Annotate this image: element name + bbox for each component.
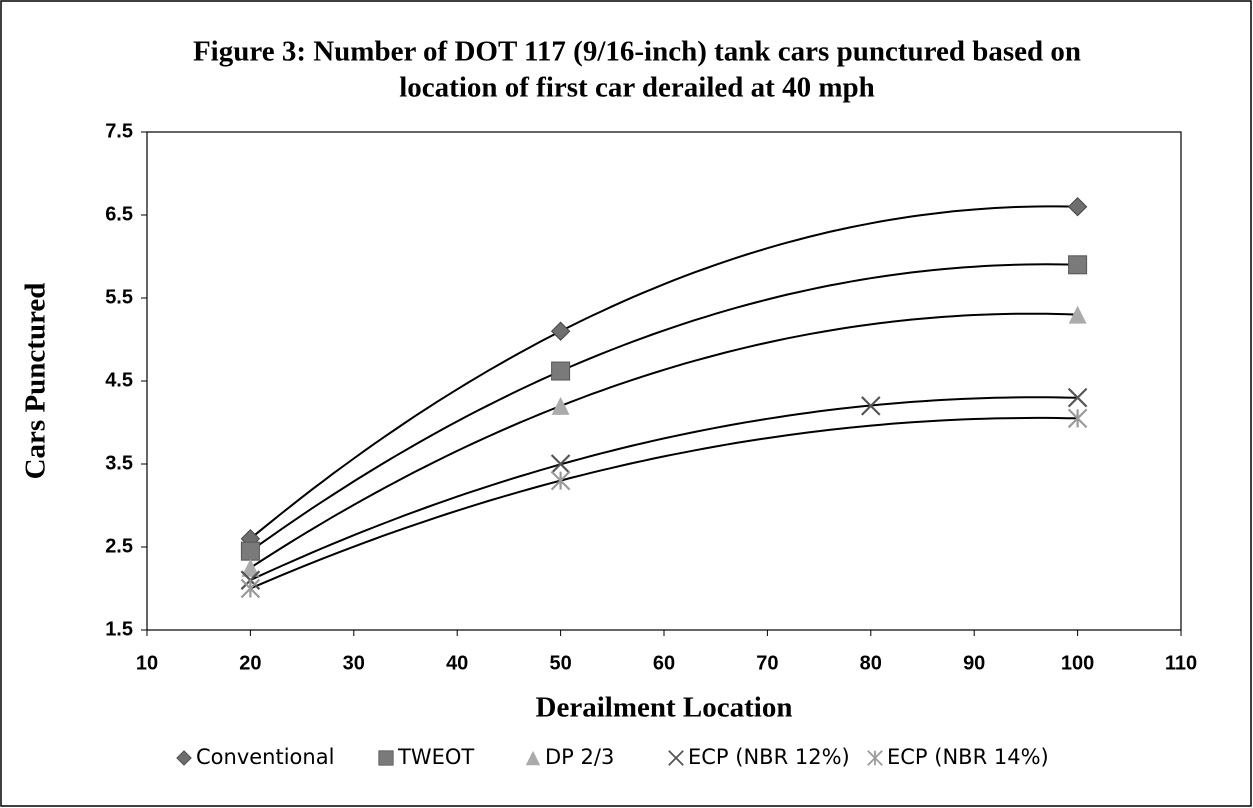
legend-label: DP 2/3 — [545, 745, 614, 769]
marker — [1067, 196, 1088, 217]
square — [1068, 255, 1088, 275]
marker — [1067, 387, 1088, 408]
asterisk — [550, 470, 571, 491]
trendline — [249, 312, 1078, 569]
y-tick-label: 2.5 — [105, 535, 133, 557]
triangle — [241, 558, 260, 577]
cross — [668, 750, 684, 766]
marker — [241, 558, 260, 577]
x-axis-label: Derailment Location — [536, 692, 793, 724]
marker — [1067, 408, 1088, 429]
diamond — [1067, 196, 1088, 217]
triangle — [551, 396, 570, 415]
marker — [240, 578, 261, 599]
legend-marker — [176, 750, 192, 766]
chart-title: location of first car derailed at 40 mph — [399, 72, 874, 104]
legend-marker — [378, 750, 394, 766]
square — [378, 750, 394, 766]
legend-marker — [525, 750, 541, 766]
legend-label: ECP (NBR 12%) — [688, 745, 850, 769]
x-tick-label: 40 — [446, 652, 468, 674]
x-tick-label: 30 — [343, 652, 365, 674]
cross — [861, 396, 881, 416]
triangle — [525, 750, 541, 766]
diamond — [550, 321, 571, 341]
y-tick-label: 7.5 — [105, 120, 133, 142]
triangle — [1068, 305, 1087, 324]
marker — [550, 454, 571, 474]
asterisk — [1067, 408, 1088, 429]
legend-label: TWEOT — [397, 745, 474, 769]
marker — [1068, 305, 1087, 324]
x-tick-label: 90 — [963, 652, 985, 674]
trendline — [249, 396, 1078, 582]
legend-label: ECP (NBR 14%) — [887, 745, 1049, 769]
x-tick-label: 80 — [860, 652, 882, 674]
x-tick-label: 10 — [136, 652, 158, 674]
marker — [551, 396, 570, 415]
y-tick-label: 6.5 — [105, 203, 133, 225]
diamond — [176, 750, 192, 766]
legend-marker — [668, 750, 684, 766]
trendline — [249, 205, 1078, 540]
marker — [1068, 255, 1088, 275]
y-axis-label: Cars Punctured — [20, 283, 52, 480]
marker — [550, 321, 571, 341]
y-tick-label: 4.5 — [105, 369, 133, 391]
cross — [1067, 387, 1088, 408]
marker — [240, 541, 260, 561]
legend-label: Conventional — [196, 745, 334, 769]
x-tick-label: 110 — [1165, 652, 1197, 674]
x-tick-label: 100 — [1061, 652, 1094, 674]
x-tick-label: 60 — [653, 652, 675, 674]
x-tick-label: 20 — [239, 652, 261, 674]
y-tick-label: 1.5 — [105, 618, 133, 640]
legend-marker — [867, 750, 883, 766]
marker — [551, 361, 571, 381]
trendline — [249, 263, 1078, 552]
x-tick-label: 50 — [549, 652, 571, 674]
asterisk — [867, 750, 883, 766]
y-tick-label: 5.5 — [105, 286, 133, 308]
asterisk — [240, 578, 261, 599]
trendline — [250, 416, 1078, 590]
y-tick-label: 3.5 — [105, 452, 133, 474]
x-tick-label: 70 — [756, 652, 778, 674]
chart-title: Figure 3: Number of DOT 117 (9/16-inch) … — [193, 36, 1081, 68]
marker — [550, 470, 571, 491]
square — [240, 541, 260, 561]
square — [551, 361, 571, 381]
marker — [861, 396, 881, 416]
cross — [550, 454, 571, 474]
